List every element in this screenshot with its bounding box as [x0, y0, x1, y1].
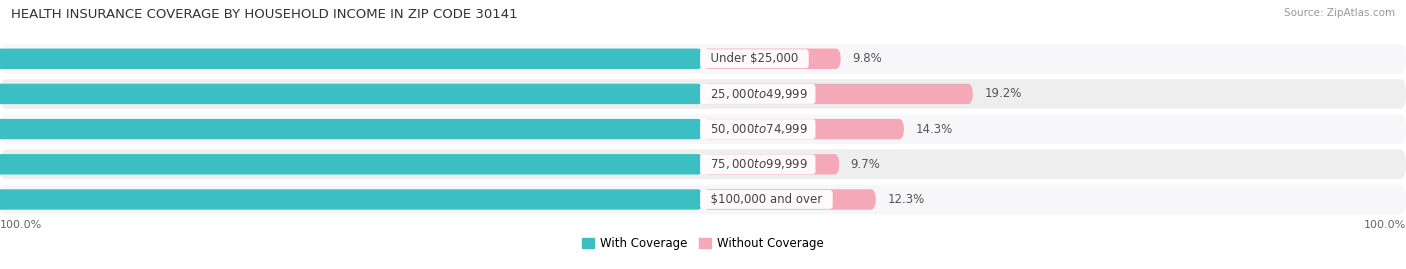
FancyBboxPatch shape: [703, 119, 904, 139]
FancyBboxPatch shape: [703, 154, 839, 175]
Text: 12.3%: 12.3%: [887, 193, 924, 206]
Text: 9.8%: 9.8%: [852, 52, 882, 65]
FancyBboxPatch shape: [0, 119, 703, 139]
Text: 9.7%: 9.7%: [851, 158, 880, 171]
FancyBboxPatch shape: [0, 185, 1406, 214]
FancyBboxPatch shape: [703, 84, 973, 104]
FancyBboxPatch shape: [0, 44, 1406, 73]
Legend: With Coverage, Without Coverage: With Coverage, Without Coverage: [578, 232, 828, 255]
Text: 19.2%: 19.2%: [984, 87, 1022, 100]
FancyBboxPatch shape: [703, 189, 876, 210]
FancyBboxPatch shape: [703, 49, 841, 69]
FancyBboxPatch shape: [0, 150, 1406, 179]
Text: Under $25,000: Under $25,000: [703, 52, 806, 65]
FancyBboxPatch shape: [0, 114, 1406, 144]
FancyBboxPatch shape: [0, 49, 703, 69]
FancyBboxPatch shape: [0, 79, 1406, 109]
Text: 14.3%: 14.3%: [915, 123, 952, 136]
Text: Source: ZipAtlas.com: Source: ZipAtlas.com: [1284, 8, 1395, 18]
Text: 100.0%: 100.0%: [0, 220, 42, 230]
Text: HEALTH INSURANCE COVERAGE BY HOUSEHOLD INCOME IN ZIP CODE 30141: HEALTH INSURANCE COVERAGE BY HOUSEHOLD I…: [11, 8, 517, 21]
FancyBboxPatch shape: [0, 84, 703, 104]
Text: 100.0%: 100.0%: [1364, 220, 1406, 230]
FancyBboxPatch shape: [0, 189, 703, 210]
FancyBboxPatch shape: [0, 154, 703, 175]
Text: $25,000 to $49,999: $25,000 to $49,999: [703, 87, 813, 101]
Text: $50,000 to $74,999: $50,000 to $74,999: [703, 122, 813, 136]
Text: $75,000 to $99,999: $75,000 to $99,999: [703, 157, 813, 171]
Text: $100,000 and over: $100,000 and over: [703, 193, 830, 206]
